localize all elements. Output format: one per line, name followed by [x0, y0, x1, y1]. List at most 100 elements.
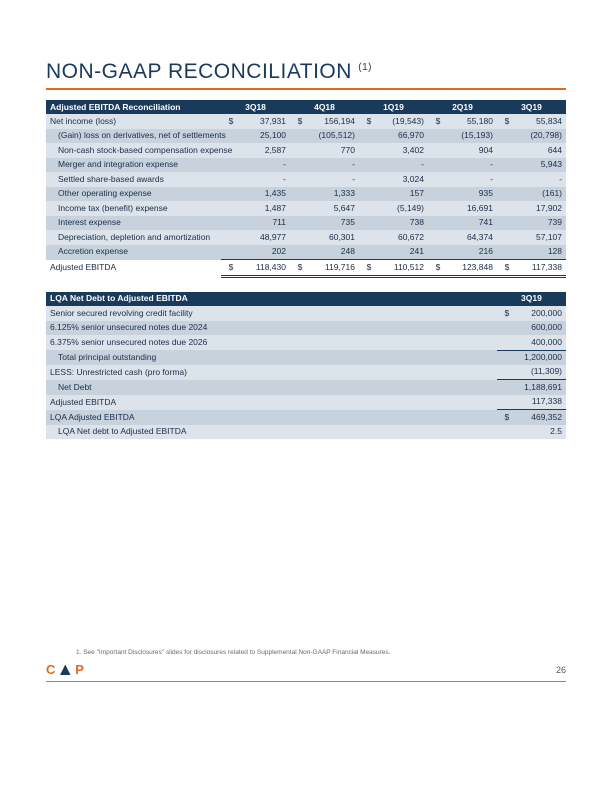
table-cell — [290, 172, 302, 186]
table-cell — [359, 425, 371, 439]
table-row: (Gain) loss on derivatives, net of settl… — [46, 129, 566, 143]
table-cell: Senior secured revolving credit facility — [46, 306, 221, 320]
table-cell: $ — [221, 114, 233, 128]
table-cell — [371, 425, 428, 439]
table-cell — [290, 201, 302, 215]
table-cell — [428, 335, 440, 350]
table-cell: 644 — [509, 143, 566, 157]
table-cell: - — [371, 158, 428, 172]
table-row: Interest expense711735738741739 — [46, 216, 566, 230]
table-cell: 5,647 — [302, 201, 359, 215]
table-cell — [428, 380, 440, 395]
table-cell: 738 — [371, 216, 428, 230]
table-cell: 6.375% senior unsecured notes due 2026 — [46, 335, 221, 350]
table-cell — [371, 380, 428, 395]
table-cell: - — [233, 172, 290, 186]
table-cell — [371, 335, 428, 350]
table-cell — [371, 350, 428, 365]
table-cell — [290, 187, 302, 201]
table-cell — [221, 216, 233, 230]
table-cell — [233, 365, 290, 380]
table-header-row: Adjusted EBITDA Reconciliation 3Q18 4Q18… — [46, 100, 566, 114]
logo-letter-p: P — [75, 662, 84, 677]
table-cell — [290, 129, 302, 143]
table-cell — [359, 365, 371, 380]
table-cell: Adjusted EBITDA — [46, 395, 221, 410]
table-row: Settled share-based awards--3,024-- — [46, 172, 566, 186]
table-cell: 55,834 — [509, 114, 566, 128]
table-cell — [359, 216, 371, 230]
table-cell — [302, 365, 359, 380]
table-cell: 64,374 — [440, 230, 497, 244]
table-cell — [359, 245, 371, 260]
table-cell — [440, 410, 497, 425]
table-cell — [428, 365, 440, 380]
table-cell — [290, 321, 302, 335]
table-cell: 1,435 — [233, 187, 290, 201]
table-row: 6.125% senior unsecured notes due 202460… — [46, 321, 566, 335]
table-cell: 118,430 — [233, 260, 290, 276]
table-cell: 400,000 — [509, 335, 566, 350]
table-cell — [290, 216, 302, 230]
table-cell: 741 — [440, 216, 497, 230]
table-cell — [233, 425, 290, 439]
table-cell — [497, 172, 509, 186]
page-footer: 1. See "Important Disclosures" slides fo… — [46, 649, 566, 682]
table-cell — [233, 350, 290, 365]
table-cell: 6.125% senior unsecured notes due 2024 — [46, 321, 221, 335]
table-cell — [428, 425, 440, 439]
table-cell — [497, 201, 509, 215]
t2-header-label: LQA Net Debt to Adjusted EBITDA — [46, 292, 221, 306]
table-cell: $ — [497, 410, 509, 425]
table-cell: $ — [359, 114, 371, 128]
table-cell: - — [233, 158, 290, 172]
table-cell — [497, 380, 509, 395]
table-cell: (20,798) — [509, 129, 566, 143]
table-cell — [497, 143, 509, 157]
table-cell — [440, 365, 497, 380]
table-cell — [497, 216, 509, 230]
table-cell: 117,338 — [509, 260, 566, 276]
table-cell — [221, 425, 233, 439]
table-cell — [440, 350, 497, 365]
table-cell — [359, 129, 371, 143]
table-cell — [371, 321, 428, 335]
table-cell: LQA Net debt to Adjusted EBITDA — [46, 425, 221, 439]
table-row: Total principal outstanding1,200,000 — [46, 350, 566, 365]
table-cell — [290, 380, 302, 395]
table-cell — [221, 187, 233, 201]
table-cell — [428, 172, 440, 186]
table-cell — [359, 321, 371, 335]
table-cell — [359, 230, 371, 244]
table-cell — [428, 187, 440, 201]
table-cell: 37,931 — [233, 114, 290, 128]
table-cell — [371, 306, 428, 320]
table-cell — [428, 350, 440, 365]
table-cell — [428, 410, 440, 425]
table-cell — [233, 395, 290, 410]
table-cell: - — [440, 172, 497, 186]
table-header-row: LQA Net Debt to Adjusted EBITDA 3Q19 — [46, 292, 566, 306]
table-cell — [497, 129, 509, 143]
table-cell: 3,024 — [371, 172, 428, 186]
table-cell — [221, 395, 233, 410]
table-row: Net income (loss)$37,931$156,194$(19,543… — [46, 114, 566, 128]
table-cell — [302, 395, 359, 410]
table-cell: $ — [428, 114, 440, 128]
table-cell — [371, 410, 428, 425]
table-cell: $ — [359, 260, 371, 276]
table-row: LQA Adjusted EBITDA$469,352 — [46, 410, 566, 425]
table-cell: $ — [221, 260, 233, 276]
table-cell: - — [509, 172, 566, 186]
table-cell — [221, 380, 233, 395]
table-cell — [428, 143, 440, 157]
table-cell: $ — [497, 260, 509, 276]
table-cell: 735 — [302, 216, 359, 230]
table-cell: (161) — [509, 187, 566, 201]
table-cell: Merger and integration expense — [46, 158, 221, 172]
table-cell — [440, 321, 497, 335]
table-cell: 770 — [302, 143, 359, 157]
table-cell: Interest expense — [46, 216, 221, 230]
title-rule — [46, 88, 566, 90]
table-cell: Income tax (benefit) expense — [46, 201, 221, 215]
